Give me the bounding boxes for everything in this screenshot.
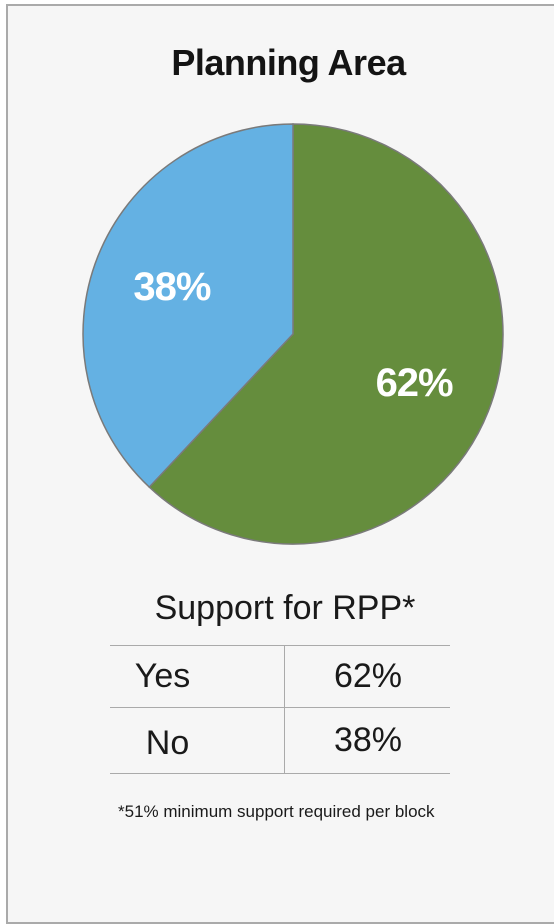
table-middle-divider <box>110 707 450 708</box>
pie-label-62: 62% <box>376 361 453 405</box>
pie-label-38: 38% <box>133 265 210 309</box>
pie-slice-62 <box>148 123 504 545</box>
table-row-no-value: 38% <box>333 721 403 759</box>
pie-chart: 62% 38% <box>82 123 504 545</box>
table-top-divider <box>110 645 450 646</box>
pie-slice-38 <box>82 123 294 489</box>
table-row-yes-value: 62% <box>333 657 403 695</box>
table-title: Support for RPP* <box>154 589 416 627</box>
table-column-divider <box>284 645 285 773</box>
table-row-yes-label: Yes <box>134 657 191 695</box>
footnote: *51% minimum support required per block <box>118 802 435 821</box>
table-row-no-label: No <box>145 724 190 762</box>
table-bottom-divider <box>110 773 450 774</box>
chart-title: Planning Area <box>171 42 406 83</box>
